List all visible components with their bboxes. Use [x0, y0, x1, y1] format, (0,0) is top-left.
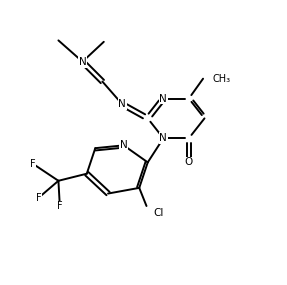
Text: CH₃: CH₃ [213, 74, 231, 84]
Text: F: F [57, 201, 63, 211]
Text: Cl: Cl [154, 207, 164, 217]
Text: O: O [185, 157, 193, 167]
Text: N: N [118, 99, 126, 109]
Text: N: N [79, 57, 86, 67]
Text: N: N [120, 140, 127, 150]
Text: F: F [36, 193, 41, 203]
Text: N: N [160, 133, 167, 143]
Text: N: N [160, 93, 167, 103]
Text: F: F [30, 159, 36, 169]
